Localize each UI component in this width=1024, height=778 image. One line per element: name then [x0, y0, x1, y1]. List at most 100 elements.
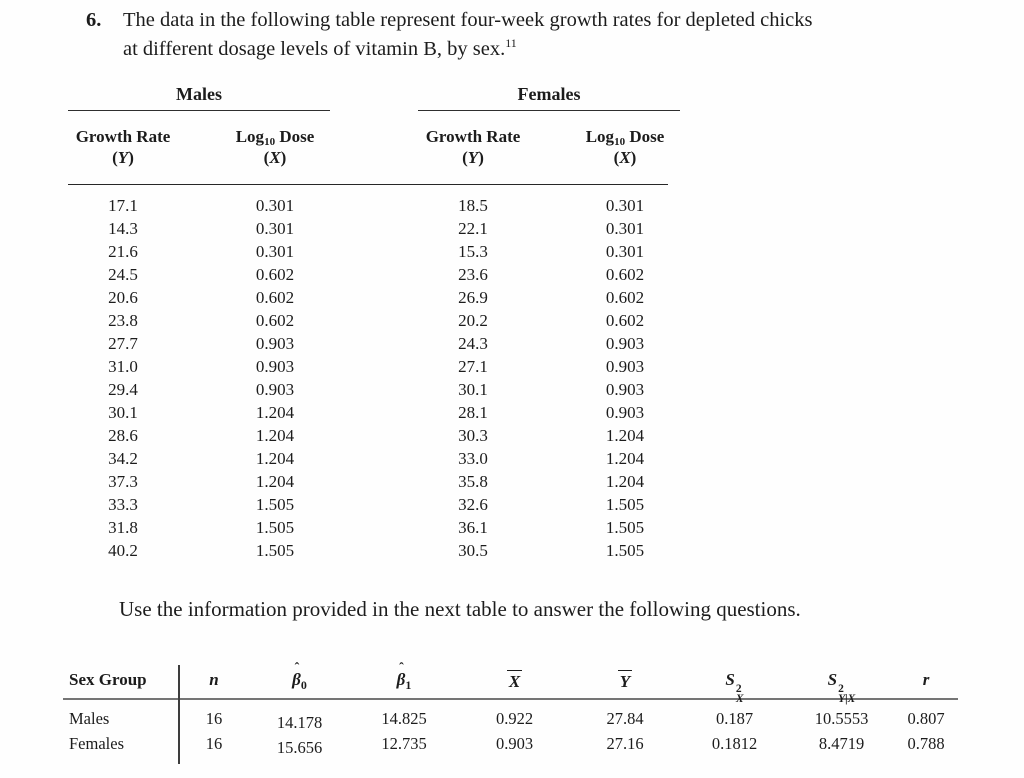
question-block: 6. The data in the following table repre… [86, 6, 966, 63]
table-row: 28.6 1.204 30.3 1.204 [68, 426, 680, 449]
males-growth-rate-value: 21.6 [108, 242, 138, 261]
col-header-log-dose-males: Log10 Dose (X) [235, 127, 315, 167]
beta0-value: 15.656 [276, 738, 323, 757]
females-log-dose-value: 0.903 [605, 380, 645, 399]
females-growth-rate-value: 35.8 [458, 472, 488, 491]
males-growth-rate-value: 29.4 [108, 380, 138, 399]
females-growth-rate-value: 36.1 [458, 518, 488, 537]
ybar-value: 27.84 [606, 709, 644, 728]
sy2x-value: 8.4719 [818, 734, 865, 753]
table-row: 30.1 1.204 28.1 0.903 [68, 403, 680, 426]
males-growth-rate-value: 14.3 [108, 219, 138, 238]
males-growth-rate-value: 27.7 [108, 334, 138, 353]
females-growth-rate-value: 18.5 [458, 196, 488, 215]
table-row: 23.8 0.602 20.2 0.602 [68, 311, 680, 334]
males-log-dose-value: 1.505 [255, 541, 295, 560]
males-growth-rate-value: 31.0 [108, 357, 138, 376]
males-log-dose-value: 0.301 [255, 219, 295, 238]
females-group-header: Females [418, 84, 680, 111]
n-value: 16 [205, 734, 223, 753]
header-rule [68, 184, 668, 185]
instruction-text: Use the information provided in the next… [119, 597, 801, 621]
beta1-value: 14.825 [381, 709, 427, 728]
col-header-sex-group: Sex Group [69, 670, 147, 689]
females-growth-rate-value: 30.5 [458, 541, 488, 560]
table-row: 40.2 1.505 30.5 1.505 [68, 541, 680, 564]
females-log-dose-value: 0.301 [605, 219, 645, 238]
beta1-value: 12.735 [381, 734, 427, 753]
males-log-dose-value: 0.602 [255, 288, 295, 307]
sx2-value: 0.1812 [711, 734, 758, 753]
r-value: 0.788 [907, 734, 945, 753]
males-log-dose-value: 0.602 [255, 311, 295, 330]
females-growth-rate-value: 27.1 [458, 357, 488, 376]
table-row: 14.3 0.301 22.1 0.301 [68, 219, 680, 242]
males-growth-rate-value: 34.2 [108, 449, 138, 468]
females-growth-rate-value: 23.6 [458, 265, 488, 284]
col-header-growth-rate-females: Growth Rate (Y) [425, 127, 521, 167]
n-value: 16 [205, 709, 223, 728]
table-row: 31.8 1.505 36.1 1.505 [68, 518, 680, 541]
males-growth-rate-value: 24.5 [108, 265, 138, 284]
females-log-dose-value: 0.903 [605, 357, 645, 376]
males-growth-rate-value: 17.1 [108, 196, 138, 215]
males-growth-rate-value: 40.2 [108, 541, 138, 560]
col-header-growth-rate-males: Growth Rate (Y) [75, 127, 171, 167]
males-log-dose-value: 0.301 [255, 196, 295, 215]
females-log-dose-value: 0.903 [605, 334, 645, 353]
data-rows: 17.1 0.301 18.5 0.301 14.3 0.301 22.1 0.… [68, 196, 680, 564]
xbar-value: 0.903 [495, 734, 534, 753]
col-header-beta0: ˆ β0 [292, 661, 307, 692]
females-log-dose-value: 1.505 [605, 541, 645, 560]
col-header-log-dose-females: Log10 Dose (X) [585, 127, 665, 167]
ybar-value: 27.16 [606, 734, 644, 753]
question-text: The data in the following table represen… [123, 6, 966, 63]
table-row: 34.2 1.204 33.0 1.204 [68, 449, 680, 472]
females-log-dose-value: 0.301 [605, 196, 645, 215]
col-header-ybar: Y [617, 670, 633, 691]
females-log-dose-value: 1.204 [605, 449, 645, 468]
females-growth-rate-value: 28.1 [458, 403, 488, 422]
females-growth-rate-value: 32.6 [458, 495, 488, 514]
males-log-dose-value: 1.505 [255, 495, 295, 514]
females-log-dose-value: 0.602 [605, 265, 645, 284]
xbar-value: 0.922 [495, 709, 534, 728]
question-line-2: at different dosage levels of vitamin B,… [123, 37, 506, 60]
sx2-value: 0.187 [715, 709, 754, 728]
col-header-sy2x: S 2 Y|X [827, 670, 856, 705]
males-growth-rate-value: 23.8 [108, 311, 138, 330]
females-log-dose-value: 1.505 [605, 518, 645, 537]
females-growth-rate-value: 30.3 [458, 426, 488, 445]
question-line-1: The data in the following table represen… [123, 9, 813, 31]
sex-group-value: Females [69, 734, 124, 753]
females-log-dose-value: 1.204 [605, 426, 645, 445]
females-growth-rate-value: 30.1 [458, 380, 488, 399]
summary-row: Males 16 14.178 14.825 0.922 27.84 0.187… [63, 709, 958, 734]
females-growth-rate-value: 33.0 [458, 449, 488, 468]
males-group-header: Males [68, 84, 330, 111]
col-header-r: r [922, 670, 930, 689]
table-row: 37.3 1.204 35.8 1.204 [68, 472, 680, 495]
males-log-dose-value: 0.903 [255, 380, 295, 399]
r-value: 0.807 [907, 709, 945, 728]
females-growth-rate-value: 26.9 [458, 288, 488, 307]
table-row: 29.4 0.903 30.1 0.903 [68, 380, 680, 403]
males-log-dose-value: 1.204 [255, 449, 295, 468]
col-header-xbar: X [506, 670, 523, 691]
males-growth-rate-value: 28.6 [108, 426, 138, 445]
table-row: 17.1 0.301 18.5 0.301 [68, 196, 680, 219]
question-number: 6. [86, 9, 102, 31]
summary-rows: Males 16 14.178 14.825 0.922 27.84 0.187… [63, 700, 958, 759]
females-growth-rate-value: 15.3 [458, 242, 488, 261]
males-growth-rate-value: 37.3 [108, 472, 138, 491]
beta0-value: 14.178 [276, 713, 323, 732]
females-log-dose-value: 0.602 [605, 311, 645, 330]
males-log-dose-value: 1.204 [255, 403, 295, 422]
table-row: 27.7 0.903 24.3 0.903 [68, 334, 680, 357]
males-growth-rate-value: 20.6 [108, 288, 138, 307]
table-row: 31.0 0.903 27.1 0.903 [68, 357, 680, 380]
males-log-dose-value: 0.903 [255, 334, 295, 353]
col-header-n: n [209, 670, 219, 689]
